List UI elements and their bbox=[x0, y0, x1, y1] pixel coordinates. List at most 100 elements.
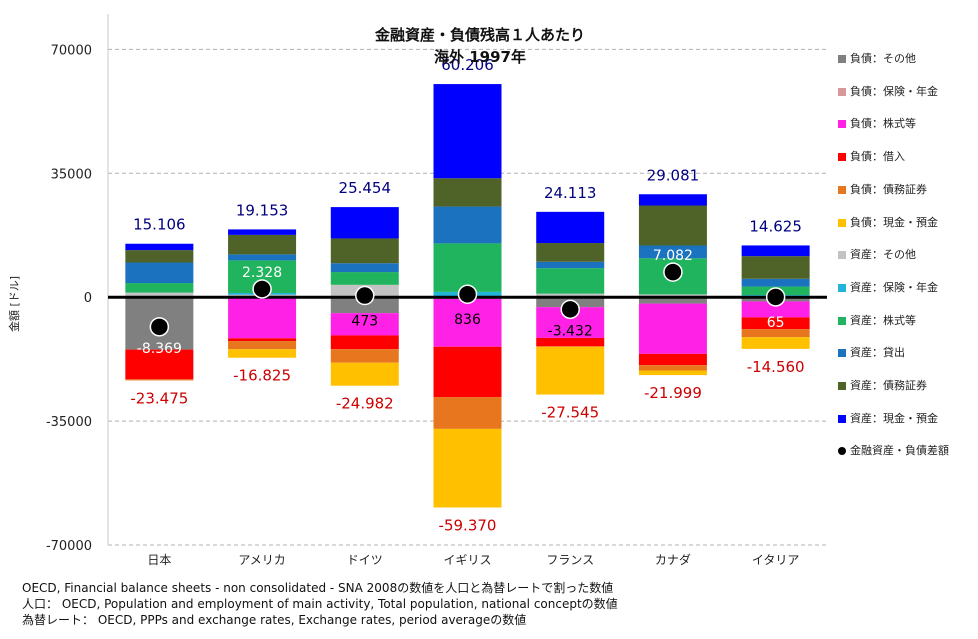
bar-segment bbox=[638, 370, 707, 376]
bar-segment bbox=[741, 329, 810, 338]
legend-swatch bbox=[838, 185, 846, 194]
net-value-label: -3.432 bbox=[548, 323, 593, 339]
legend-item: 資産：保険・年金 bbox=[838, 279, 938, 295]
y-axis-label: 金額 [ドル] bbox=[8, 275, 22, 333]
x-tick-label: アメリカ bbox=[238, 553, 285, 567]
legend-swatch bbox=[838, 251, 846, 260]
net-point bbox=[765, 287, 786, 307]
legend-item: 資産：現金・預金 bbox=[838, 410, 938, 426]
legend-swatch bbox=[838, 87, 846, 96]
legend-item: 負債：借入 bbox=[838, 148, 905, 164]
x-tick-label: イギリス bbox=[443, 553, 491, 567]
legend-swatch bbox=[838, 316, 846, 325]
net-point bbox=[663, 262, 683, 282]
note-line: 人口： OECD, Population and employment of m… bbox=[22, 597, 618, 611]
liability-total-label: -59.370 bbox=[439, 516, 497, 534]
liability-total-label: -14.560 bbox=[747, 358, 805, 376]
bar-segment bbox=[433, 346, 502, 398]
net-value-label: 7.082 bbox=[653, 248, 693, 264]
bar-segment bbox=[536, 337, 605, 347]
bar-segment bbox=[638, 205, 707, 246]
y-tick-label: 70000 bbox=[51, 43, 92, 58]
legend-label: 資産：貸出 bbox=[850, 346, 905, 360]
bar-segment bbox=[536, 346, 605, 395]
net-value-label: 836 bbox=[454, 312, 481, 328]
bar-segment bbox=[228, 298, 297, 339]
bar-segment bbox=[741, 245, 810, 257]
legend-label: 資産：現金・預金 bbox=[850, 411, 938, 425]
asset-total-label: 25.454 bbox=[339, 179, 392, 197]
bar-segment bbox=[330, 362, 399, 386]
legend-label: 金融資産・負債差額 bbox=[850, 444, 949, 458]
legend-item: 資産：株式等 bbox=[838, 312, 916, 328]
bar-segment bbox=[125, 250, 194, 263]
bar-segment bbox=[228, 229, 297, 235]
chart-title: 金融資産・負債残高１人あたり bbox=[374, 26, 585, 44]
bar-segment bbox=[638, 353, 707, 366]
y-tick-label: -35000 bbox=[46, 415, 92, 430]
legend-item: 負債：債務証券 bbox=[838, 181, 927, 197]
legend-label: 資産：債務証券 bbox=[850, 379, 927, 392]
x-tick-label: フランス bbox=[546, 553, 594, 567]
bar-segment bbox=[330, 207, 399, 239]
note-line: OECD, Financial balance sheets - non con… bbox=[22, 581, 614, 595]
bar-segment bbox=[638, 245, 707, 259]
legend-label: 負債：その他 bbox=[850, 52, 916, 65]
bar-segment bbox=[741, 337, 810, 349]
chart-subtitle: 海外 1997年 bbox=[434, 48, 526, 66]
legend-label: 資産：その他 bbox=[850, 248, 916, 262]
net-value-label: 2.328 bbox=[242, 265, 282, 281]
legend-swatch bbox=[838, 153, 846, 162]
net-value-label: -8.369 bbox=[137, 341, 182, 357]
bar-segment bbox=[433, 397, 502, 429]
net-value-label: 473 bbox=[351, 314, 378, 330]
bar-segment bbox=[228, 254, 297, 261]
asset-total-label: 60.206 bbox=[441, 56, 494, 74]
liability-total-label: -16.825 bbox=[233, 367, 291, 385]
bar-segment bbox=[228, 234, 297, 255]
x-tick-label: イタリア bbox=[752, 553, 800, 567]
legend-label: 負債：現金・預金 bbox=[850, 215, 938, 229]
bar-segment bbox=[125, 262, 194, 284]
bar-segment bbox=[741, 317, 810, 330]
legend-item: 負債：その他 bbox=[838, 50, 916, 66]
legend-item: 資産：その他 bbox=[838, 246, 916, 262]
asset-total-label: 29.081 bbox=[647, 166, 700, 184]
bar-segment bbox=[741, 278, 810, 287]
x-tick-label: カナダ bbox=[655, 552, 691, 567]
bar-segment bbox=[536, 211, 605, 244]
bar-segment bbox=[228, 341, 297, 350]
legend-label: 資産：保険・年金 bbox=[850, 280, 938, 294]
bar-segment bbox=[536, 268, 605, 294]
liability-total-label: -27.545 bbox=[541, 404, 599, 422]
legend-swatch bbox=[838, 283, 846, 292]
bar-segment bbox=[330, 272, 399, 285]
legend-item: 負債：株式等 bbox=[838, 115, 916, 131]
bar-segment bbox=[228, 349, 297, 358]
legend-swatch bbox=[838, 414, 846, 423]
legend-label: 負債：借入 bbox=[850, 150, 905, 164]
bar-segment bbox=[741, 256, 810, 279]
asset-total-label: 15.106 bbox=[133, 216, 186, 234]
bar-segment bbox=[638, 365, 707, 371]
legend-swatch bbox=[838, 218, 846, 227]
bar-segment bbox=[125, 292, 194, 298]
legend-label: 負債：株式等 bbox=[850, 117, 916, 131]
bar-segment bbox=[433, 84, 502, 179]
bar-segment bbox=[638, 303, 707, 354]
legend-swatch bbox=[838, 120, 846, 129]
bar-segment bbox=[433, 428, 502, 508]
bar-segment bbox=[741, 301, 810, 318]
y-tick-label: -70000 bbox=[46, 539, 92, 554]
bar-segment bbox=[330, 263, 399, 273]
bar-segment bbox=[433, 178, 502, 207]
net-point bbox=[149, 317, 170, 337]
legend-marker bbox=[838, 447, 846, 456]
bar-segment bbox=[536, 293, 605, 298]
bar-segment bbox=[125, 379, 194, 381]
x-tick-label: 日本 bbox=[147, 553, 171, 567]
asset-total-label: 24.113 bbox=[544, 184, 597, 202]
asset-total-label: 14.625 bbox=[749, 217, 802, 235]
bar-segment bbox=[125, 349, 194, 380]
